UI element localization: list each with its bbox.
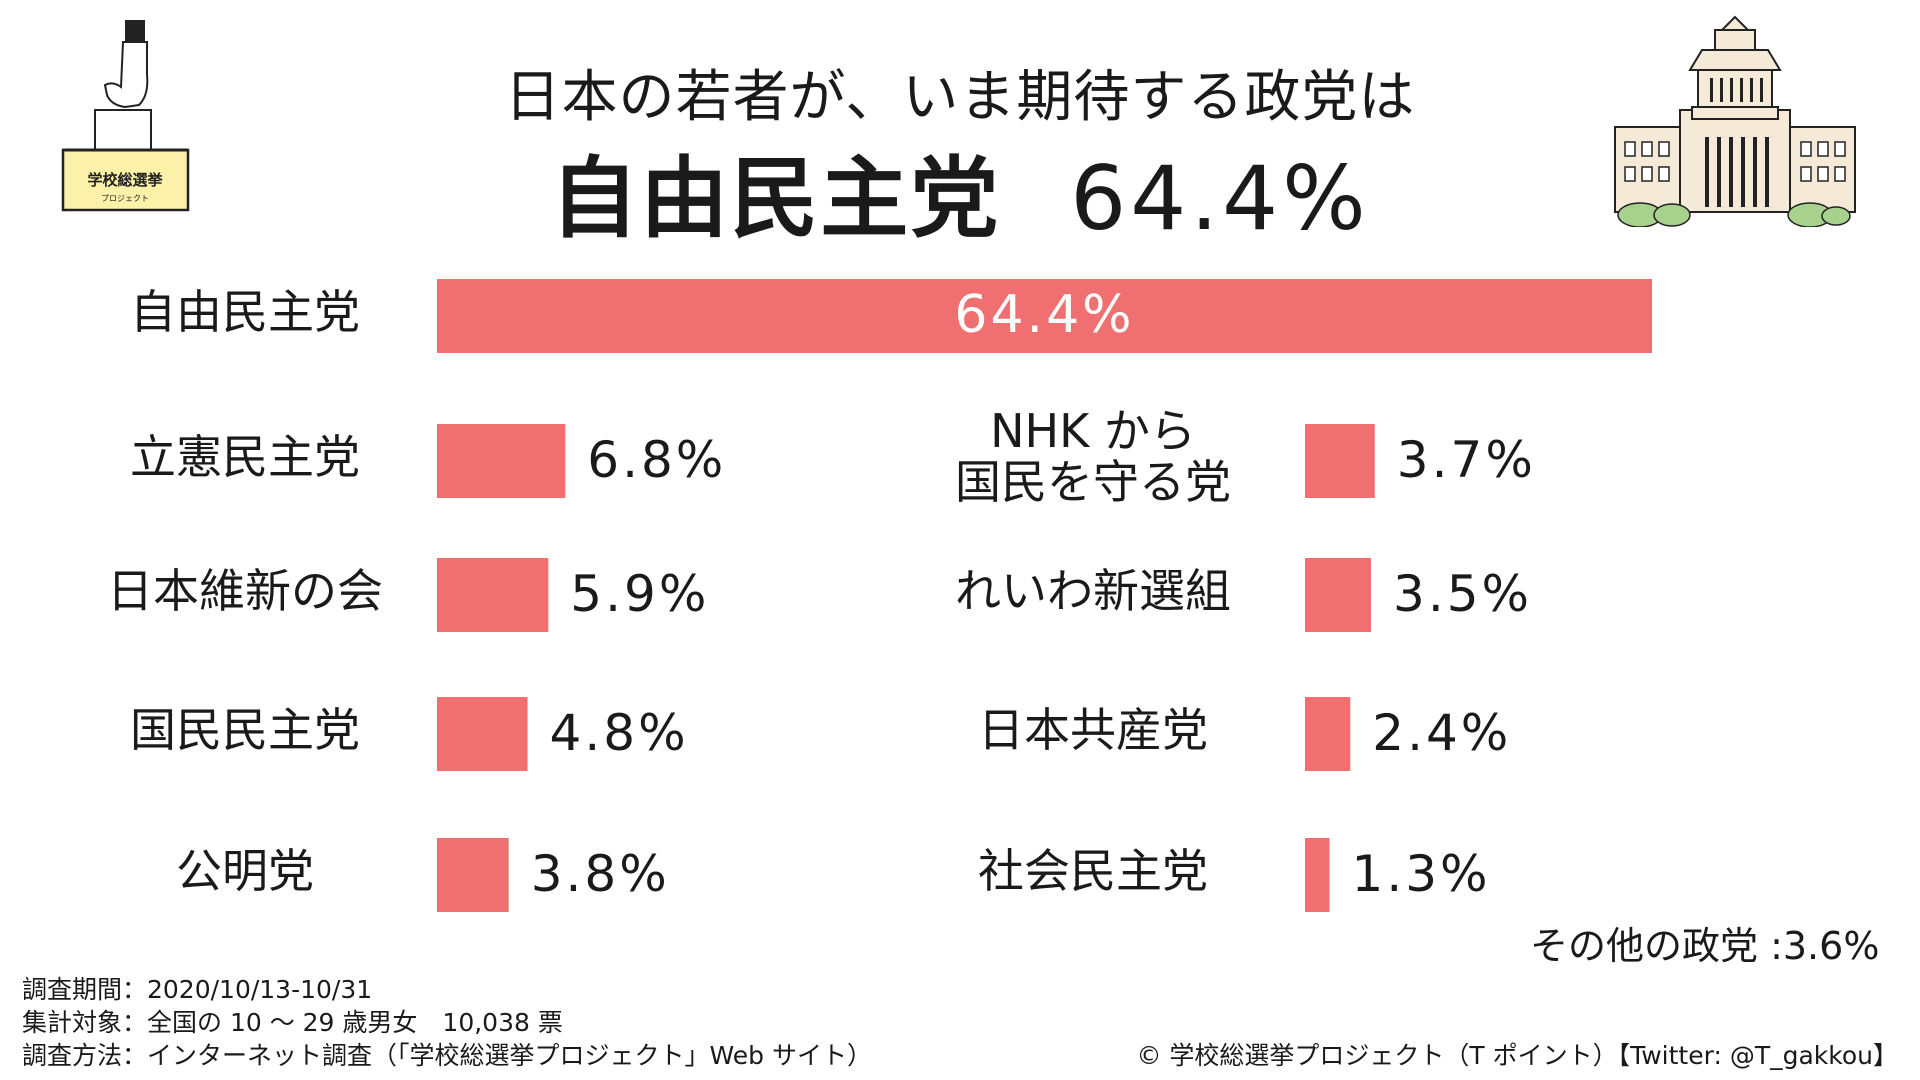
party-label-sdp: 社会民主党 [978, 843, 1208, 898]
value-label-reiwa: 3.5% [1393, 565, 1533, 623]
ballot-box-icon: 学校総選挙 プロジェクト [61, 20, 190, 212]
party-label-nhk-line1: NHK から [990, 404, 1196, 459]
value-label-dpfp: 4.8% [549, 704, 689, 762]
survey-target: 集計対象：全国の 10 ～ 29 歳男女 10,038 票 [22, 1008, 563, 1037]
headline-party: 自由民主党 [550, 147, 1001, 250]
copyright: © 学校総選挙プロジェクト（T ポイント）【Twitter: @T_gakkou… [1136, 1041, 1898, 1070]
bar-reiwa [1305, 558, 1372, 632]
bar-komeito [437, 838, 509, 912]
value-label-jcp: 2.4% [1372, 704, 1512, 762]
value-label-ishin: 5.9% [570, 565, 710, 623]
ballot-box-label: 学校総選挙 [87, 171, 163, 189]
value-label-ldp: 64.4% [954, 285, 1135, 345]
party-label-komeito: 公明党 [176, 843, 314, 898]
value-label-sdp: 1.3% [1351, 845, 1491, 903]
bar-cdp [437, 424, 566, 498]
party-label-ishin: 日本維新の会 [107, 563, 383, 618]
value-label-komeito: 3.8% [530, 845, 670, 903]
chart-title: 日本の若者が、いま期待する政党は [504, 65, 1416, 130]
survey-period: 調査期間：2020/10/13-10/31 [22, 975, 373, 1004]
bar-ldp [437, 279, 1652, 353]
party-label-dpfp: 国民民主党 [130, 702, 360, 757]
bar-dpfp [437, 697, 528, 771]
others-label: その他の政党 :3.6% [1530, 924, 1880, 968]
bar-sdp [1305, 838, 1330, 912]
party-label-cdp: 立憲民主党 [130, 429, 360, 484]
value-label-cdp: 6.8% [587, 431, 727, 489]
party-label-jcp: 日本共産党 [978, 702, 1208, 757]
value-label-nhk: 3.7% [1396, 431, 1536, 489]
bar-jcp [1305, 697, 1351, 771]
survey-method: 調査方法：インターネット調査（「学校総選挙プロジェクト」Web サイト） [22, 1041, 872, 1070]
headline-percent: 64.4% [1070, 147, 1370, 250]
party-label-nhk: NHK から 国民を守る党 [913, 406, 1273, 507]
party-label-ldp: 自由民主党 [130, 284, 360, 339]
headline-result: 自由民主党 64.4% [0, 128, 1920, 255]
ballot-box-sublabel: プロジェクト [101, 194, 149, 203]
bar-ishin [437, 558, 549, 632]
party-label-nhk-line2: 国民を守る党 [955, 454, 1231, 509]
party-label-reiwa: れいわ新選組 [955, 563, 1231, 618]
bar-nhk [1305, 424, 1375, 498]
diet-building-icon [1614, 15, 1856, 227]
